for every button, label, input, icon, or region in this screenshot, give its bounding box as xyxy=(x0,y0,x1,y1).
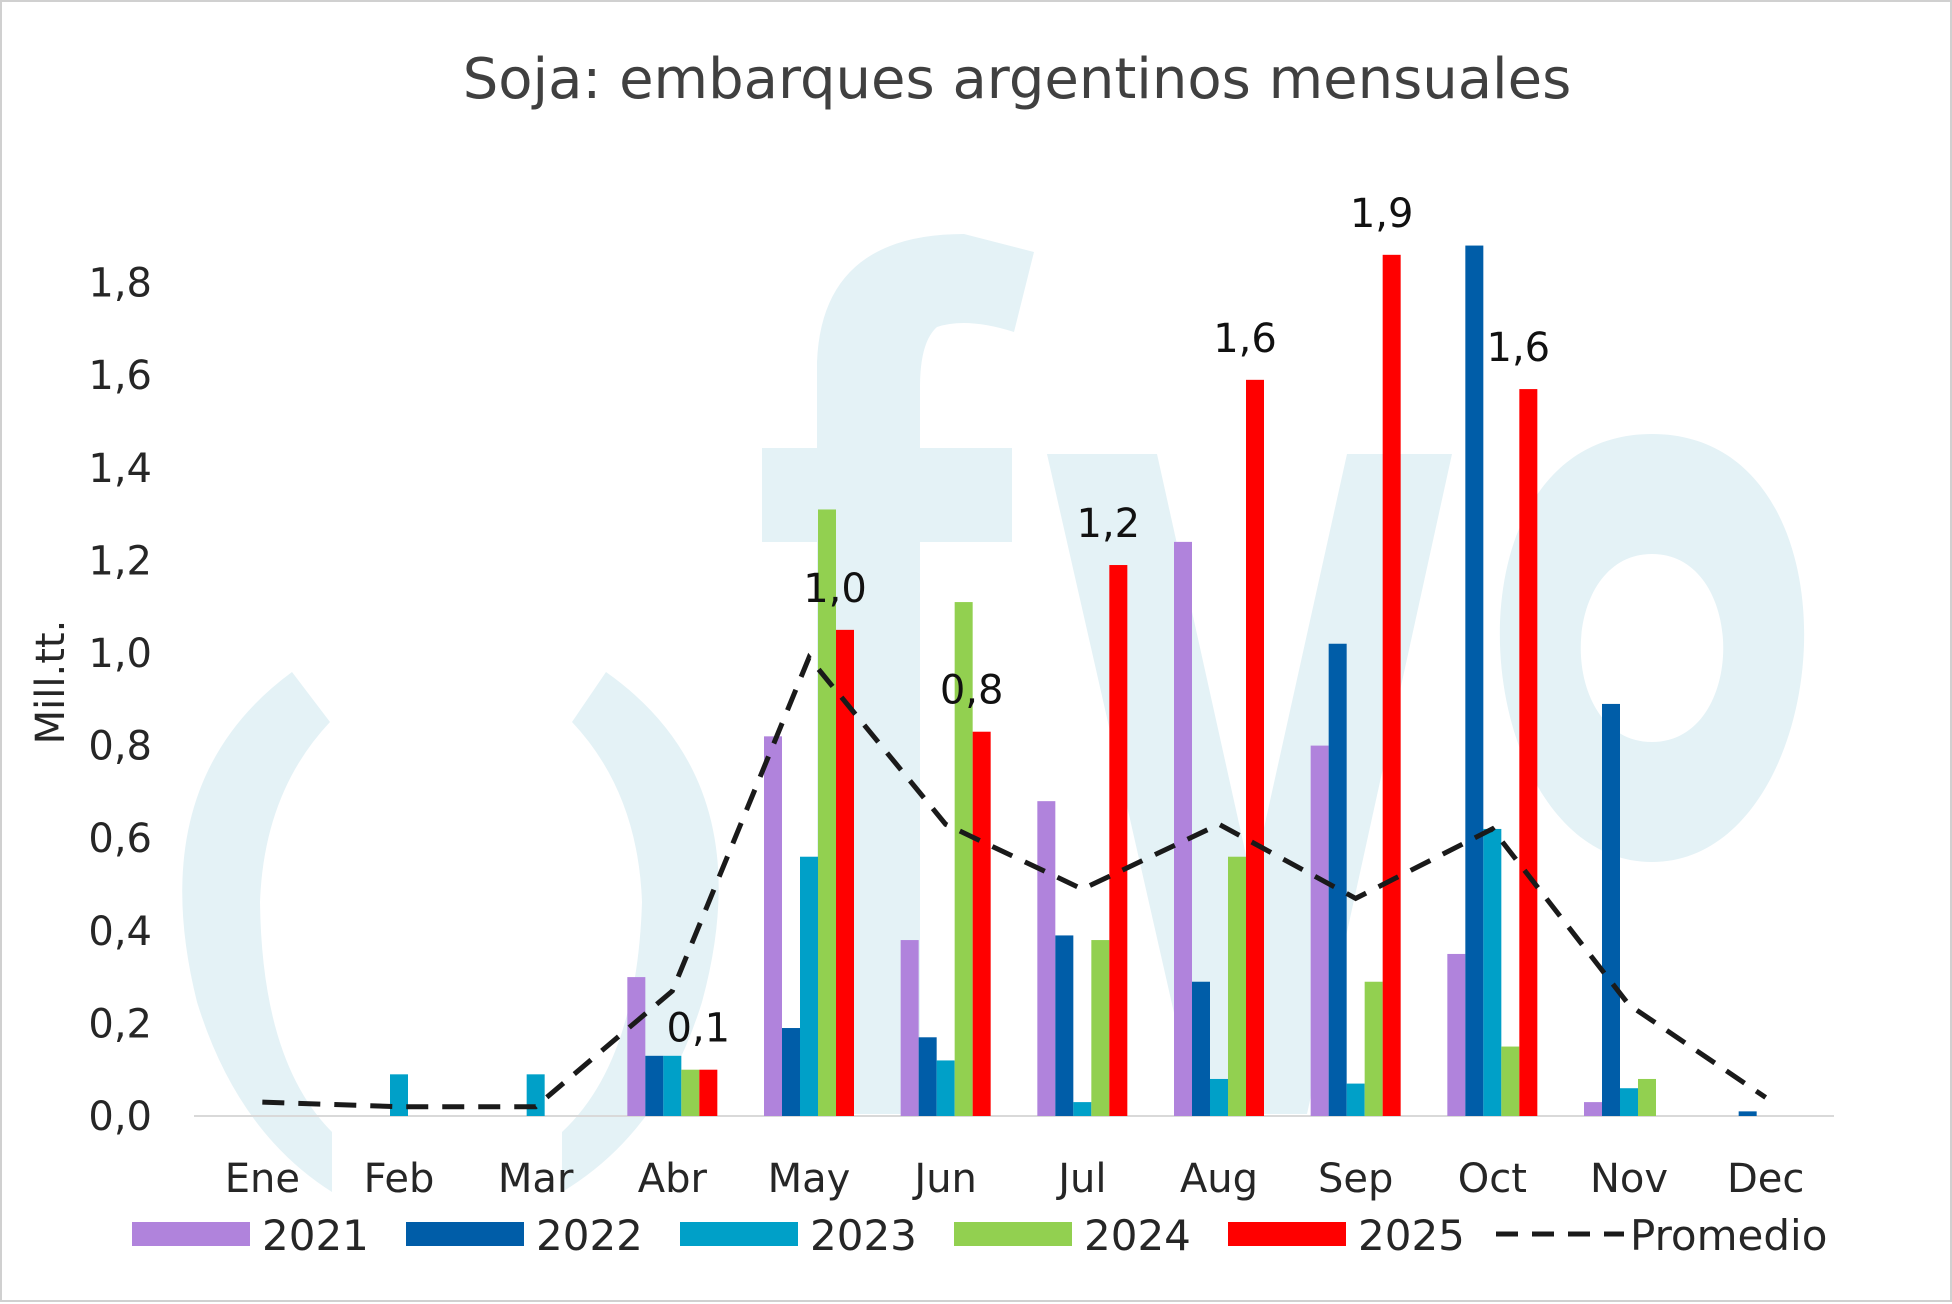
legend-swatch-2024 xyxy=(954,1222,1072,1246)
bar-2024-Oct xyxy=(1501,1046,1520,1116)
bar-2023-May xyxy=(800,856,818,1116)
y-axis-label: Mill.tt. xyxy=(28,620,74,745)
bar-2022-Dec xyxy=(1738,1111,1757,1116)
x-tick-label: Dec xyxy=(1727,1156,1804,1202)
x-tick-label: Feb xyxy=(364,1156,435,1202)
bars-group xyxy=(390,245,1757,1117)
bar-2025-Jun xyxy=(972,731,991,1116)
bar-2024-Jul xyxy=(1091,940,1110,1116)
bar-2021-May xyxy=(764,736,782,1116)
bar-2022-Jul xyxy=(1055,935,1074,1116)
y-tick-label: 1,0 xyxy=(88,631,152,677)
y-tick-label: 1,2 xyxy=(88,538,152,584)
bar-2022-Sep xyxy=(1328,643,1347,1116)
y-tick-label: 1,6 xyxy=(88,353,152,399)
bar-2023-Aug xyxy=(1210,1078,1228,1116)
bar-2023-Oct xyxy=(1483,828,1502,1116)
x-tick-label: Mar xyxy=(498,1156,574,1202)
bar-2025-Abr xyxy=(699,1069,718,1116)
data-labels-group: 0,1 1,0 0,8 1,2 1,6 1,9 1,6 xyxy=(667,191,1551,1052)
bar-2024-May xyxy=(818,509,836,1117)
bar-2025-Aug xyxy=(1246,379,1264,1117)
bar-2022-Oct xyxy=(1465,245,1484,1116)
legend-label-promedio: Promedio xyxy=(1630,1211,1827,1260)
bar-2021-Oct xyxy=(1447,953,1466,1116)
bar-2025-Jul xyxy=(1109,565,1128,1116)
bar-2021-Sep xyxy=(1310,745,1329,1116)
bar-2024-Abr xyxy=(681,1069,700,1116)
bar-2025-Sep xyxy=(1382,254,1401,1116)
bar-2023-Nov xyxy=(1620,1088,1638,1116)
x-tick-label: Jun xyxy=(911,1156,977,1202)
bar-2025-Oct xyxy=(1519,389,1538,1117)
y-tick-label: 0,8 xyxy=(88,724,152,770)
watermark-right-paren xyxy=(562,672,719,1192)
x-tick-label: Aug xyxy=(1180,1156,1258,1202)
legend-label-2024: 2024 xyxy=(1084,1211,1191,1260)
bar-2023-Abr xyxy=(663,1055,682,1116)
legend-label-2021: 2021 xyxy=(262,1211,369,1260)
bar-2024-Nov xyxy=(1638,1078,1656,1116)
data-label-Jun: 0,8 xyxy=(940,668,1004,714)
legend-swatch-2021 xyxy=(132,1222,250,1246)
x-axis-ticks: Ene Feb Mar Abr May Jun Jul Aug Sep Oct Nov Dec xyxy=(225,1156,1805,1202)
bar-2022-Nov xyxy=(1602,703,1620,1116)
average-line xyxy=(262,652,1768,1110)
bar-2024-Sep xyxy=(1364,981,1383,1116)
bar-2023-Jun xyxy=(936,1060,955,1116)
bar-2023-Jul xyxy=(1073,1102,1092,1116)
x-tick-label: Nov xyxy=(1590,1156,1668,1202)
x-tick-label: Oct xyxy=(1458,1156,1527,1202)
y-tick-label: 0,6 xyxy=(88,816,152,862)
bar-2023-Feb xyxy=(390,1074,408,1116)
legend-swatch-2025 xyxy=(1228,1222,1346,1246)
bar-2023-Sep xyxy=(1346,1083,1365,1116)
bar-2022-Jun xyxy=(918,1037,937,1116)
data-label-Sep: 1,9 xyxy=(1350,191,1414,237)
x-tick-label: Sep xyxy=(1318,1156,1393,1202)
y-tick-label: 0,0 xyxy=(88,1094,152,1140)
bar-2024-Aug xyxy=(1228,856,1246,1116)
bar-2022-Aug xyxy=(1192,981,1210,1116)
bar-2022-Abr xyxy=(645,1055,664,1116)
bar-2021-Jul xyxy=(1037,801,1056,1116)
legend-swatch-2022 xyxy=(406,1222,524,1246)
chart-title: Soja: embarques argentinos mensuales xyxy=(463,47,1572,112)
bar-2021-Jun xyxy=(900,940,919,1116)
legend-label-2025: 2025 xyxy=(1358,1211,1465,1260)
data-label-Aug: 1,6 xyxy=(1213,316,1277,362)
bar-2022-May xyxy=(782,1028,800,1116)
x-tick-label: May xyxy=(768,1156,851,1202)
y-tick-label: 0,4 xyxy=(88,909,152,955)
bar-2021-Nov xyxy=(1584,1102,1602,1116)
bar-2021-Aug xyxy=(1174,541,1192,1116)
bar-2024-Jun xyxy=(954,602,973,1116)
data-label-Oct: 1,6 xyxy=(1487,325,1551,371)
bar-2025-May xyxy=(836,629,854,1116)
watermark-letter-v xyxy=(1047,454,1452,1114)
data-label-Jul: 1,2 xyxy=(1077,501,1141,547)
x-tick-label: Jul xyxy=(1055,1156,1106,1202)
legend-label-2023: 2023 xyxy=(810,1211,917,1260)
y-tick-label: 1,4 xyxy=(88,446,152,492)
y-axis-ticks: 0,0 0,2 0,4 0,6 0,8 1,0 1,2 1,4 1,6 1,8 xyxy=(88,261,152,1140)
bar-2021-Abr xyxy=(627,977,646,1116)
legend: 2021 2022 2023 2024 2025 Promedio xyxy=(132,1211,1827,1260)
bar-2023-Mar xyxy=(526,1074,545,1116)
x-tick-label: Ene xyxy=(225,1156,300,1202)
data-label-May: 1,0 xyxy=(803,566,867,612)
legend-swatch-2023 xyxy=(680,1222,798,1246)
watermark-left-paren xyxy=(182,672,332,1192)
data-label-Abr: 0,1 xyxy=(667,1006,731,1052)
legend-label-2022: 2022 xyxy=(536,1211,643,1260)
watermark-letter-o xyxy=(1499,434,1805,862)
y-tick-label: 1,8 xyxy=(88,261,152,307)
x-tick-label: Abr xyxy=(638,1156,708,1202)
y-tick-label: 0,2 xyxy=(88,1001,152,1047)
